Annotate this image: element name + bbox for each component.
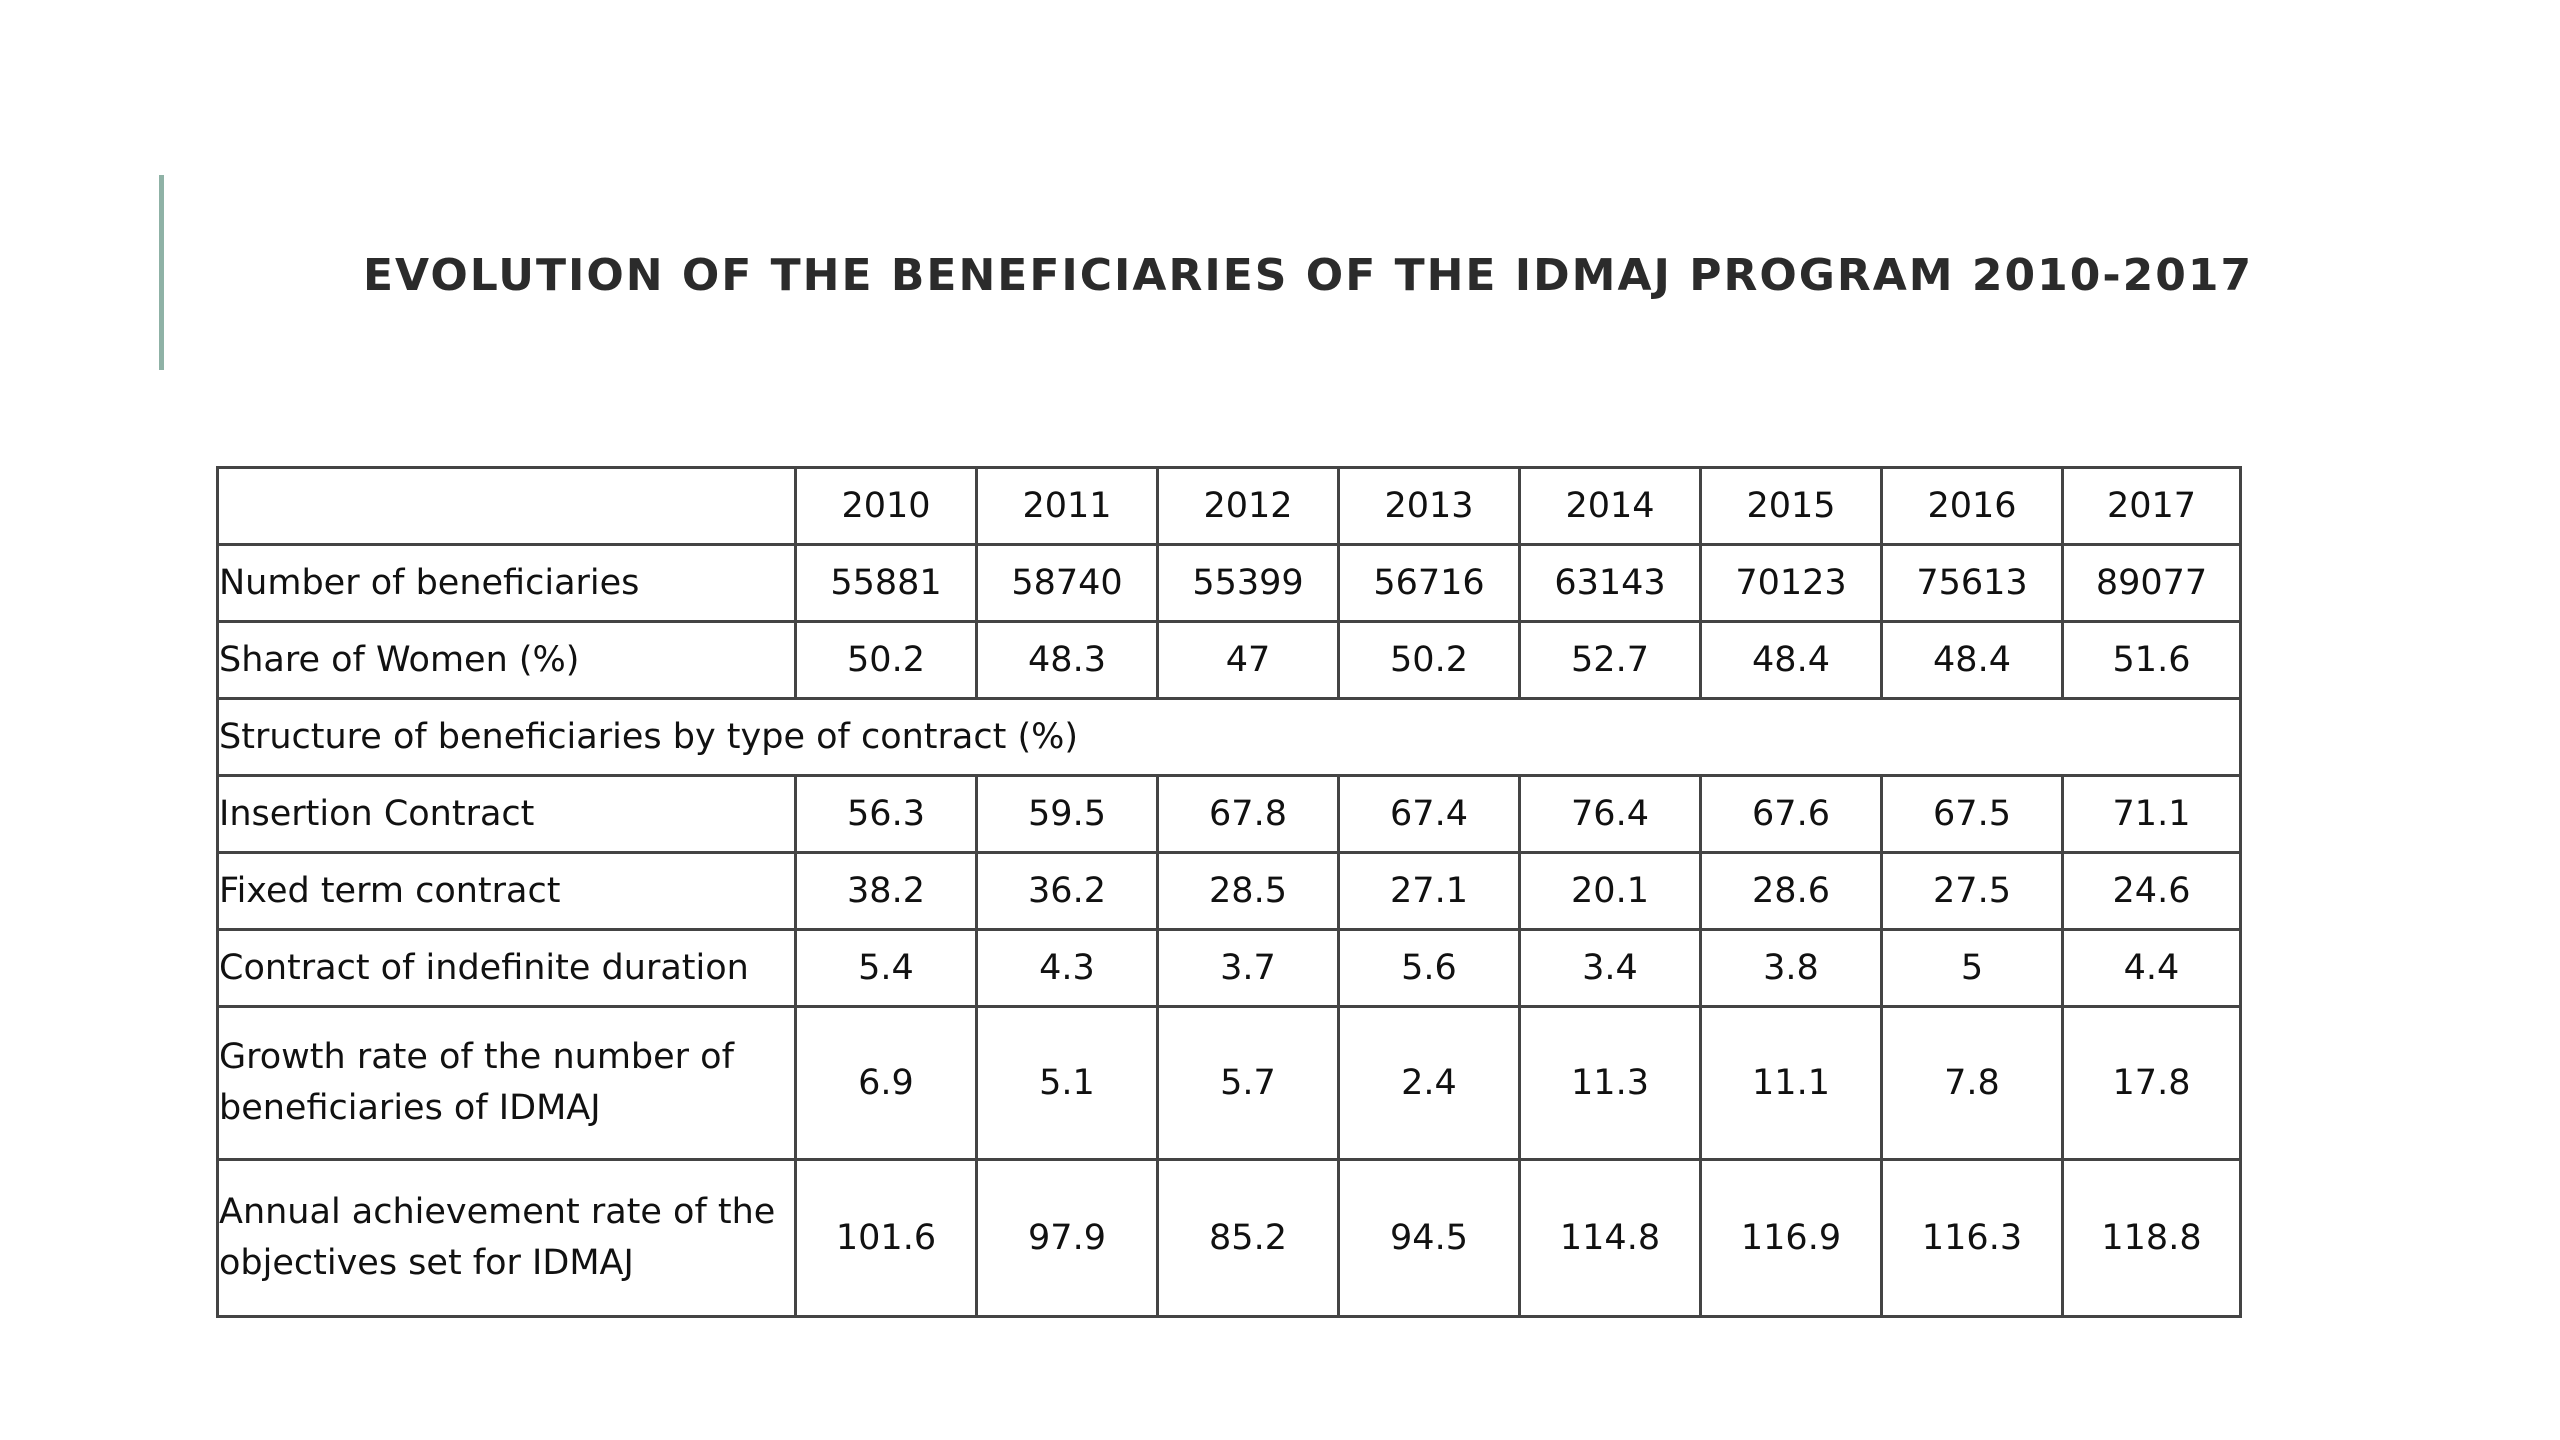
table-cell: 5.6 — [1337, 928, 1521, 1008]
table-cell: 5 — [1880, 928, 2064, 1008]
year-header: 2014 — [1518, 466, 1702, 546]
table-cell: 67.6 — [1699, 774, 1883, 854]
table-cell: 118.8 — [2061, 1158, 2242, 1318]
year-header: 2011 — [975, 466, 1159, 546]
table-cell: 55881 — [794, 543, 978, 623]
table-cell: 11.1 — [1699, 1005, 1883, 1161]
table-cell: 28.6 — [1699, 851, 1883, 931]
table-cell: 5.7 — [1156, 1005, 1340, 1161]
table-cell: 76.4 — [1518, 774, 1702, 854]
beneficiaries-table: 2010 2011 2012 2013 2014 2015 2016 2017 … — [216, 466, 2242, 1318]
corner-cell — [216, 466, 797, 546]
table-section-row: Structure of beneficiaries by type of co… — [216, 697, 2242, 777]
table-row-share-of-women: Share of Women (%) 50.2 48.3 47 50.2 52.… — [216, 620, 2242, 700]
table-cell: 97.9 — [975, 1158, 1159, 1318]
table-cell: 3.8 — [1699, 928, 1883, 1008]
table-row-fixed-term-contract: Fixed term contract 38.2 36.2 28.5 27.1 … — [216, 851, 2242, 931]
table-row-insertion-contract: Insertion Contract 56.3 59.5 67.8 67.4 7… — [216, 774, 2242, 854]
year-header: 2016 — [1880, 466, 2064, 546]
year-header: 2010 — [794, 466, 978, 546]
table-cell: 3.7 — [1156, 928, 1340, 1008]
table-cell: 58740 — [975, 543, 1159, 623]
table-cell: 114.8 — [1518, 1158, 1702, 1318]
table-cell: 67.8 — [1156, 774, 1340, 854]
table-cell: 56.3 — [794, 774, 978, 854]
table-cell: 89077 — [2061, 543, 2242, 623]
table-cell: 67.5 — [1880, 774, 2064, 854]
table-cell: 50.2 — [794, 620, 978, 700]
table-cell: 51.6 — [2061, 620, 2242, 700]
row-label: Annual achievement rate of the objective… — [216, 1158, 797, 1318]
table-cell: 71.1 — [2061, 774, 2242, 854]
table-cell: 75613 — [1880, 543, 2064, 623]
table-cell: 48.4 — [1699, 620, 1883, 700]
table-cell: 5.4 — [794, 928, 978, 1008]
year-header: 2015 — [1699, 466, 1883, 546]
row-label: Insertion Contract — [216, 774, 797, 854]
header-row: 2010 2011 2012 2013 2014 2015 2016 2017 — [216, 466, 2242, 546]
table-cell: 67.4 — [1337, 774, 1521, 854]
table-cell: 85.2 — [1156, 1158, 1340, 1318]
year-header: 2017 — [2061, 466, 2242, 546]
year-header: 2012 — [1156, 466, 1340, 546]
table-cell: 4.4 — [2061, 928, 2242, 1008]
table-cell: 4.3 — [975, 928, 1159, 1008]
table-cell: 38.2 — [794, 851, 978, 931]
row-label: Growth rate of the number of beneficiari… — [216, 1005, 797, 1161]
table-cell: 52.7 — [1518, 620, 1702, 700]
slide-title: EVOLUTION OF THE BENEFICIARIES OF THE ID… — [363, 250, 2254, 301]
table-cell: 116.3 — [1880, 1158, 2064, 1318]
table-cell: 50.2 — [1337, 620, 1521, 700]
table-cell: 94.5 — [1337, 1158, 1521, 1318]
table-cell: 63143 — [1518, 543, 1702, 623]
table-cell: 59.5 — [975, 774, 1159, 854]
table-cell: 101.6 — [794, 1158, 978, 1318]
table-row-growth-rate: Growth rate of the number of beneficiari… — [216, 1005, 2242, 1161]
table-row-indefinite-contract: Contract of indefinite duration 5.4 4.3 … — [216, 928, 2242, 1008]
table-cell: 20.1 — [1518, 851, 1702, 931]
table-cell: 11.3 — [1518, 1005, 1702, 1161]
table-cell: 27.5 — [1880, 851, 2064, 931]
row-label: Number of beneficiaries — [216, 543, 797, 623]
table-cell: 17.8 — [2061, 1005, 2242, 1161]
table-row-achievement-rate: Annual achievement rate of the objective… — [216, 1158, 2242, 1318]
table-cell: 48.4 — [1880, 620, 2064, 700]
row-label: Share of Women (%) — [216, 620, 797, 700]
table-cell: 36.2 — [975, 851, 1159, 931]
accent-bar — [159, 175, 164, 370]
table-cell: 48.3 — [975, 620, 1159, 700]
table-cell: 3.4 — [1518, 928, 1702, 1008]
table-cell: 116.9 — [1699, 1158, 1883, 1318]
row-label: Contract of indefinite duration — [216, 928, 797, 1008]
table-cell: 24.6 — [2061, 851, 2242, 931]
table-cell: 7.8 — [1880, 1005, 2064, 1161]
table-cell: 55399 — [1156, 543, 1340, 623]
table-cell: 5.1 — [975, 1005, 1159, 1161]
table-cell: 70123 — [1699, 543, 1883, 623]
table-cell: 2.4 — [1337, 1005, 1521, 1161]
table-cell: 56716 — [1337, 543, 1521, 623]
table-row-number-of-beneficiaries: Number of beneficiaries 55881 58740 5539… — [216, 543, 2242, 623]
table-cell: 6.9 — [794, 1005, 978, 1161]
table-cell: 28.5 — [1156, 851, 1340, 931]
table-cell: 27.1 — [1337, 851, 1521, 931]
row-label: Fixed term contract — [216, 851, 797, 931]
year-header: 2013 — [1337, 466, 1521, 546]
table-cell: 47 — [1156, 620, 1340, 700]
section-label: Structure of beneficiaries by type of co… — [216, 697, 2242, 777]
